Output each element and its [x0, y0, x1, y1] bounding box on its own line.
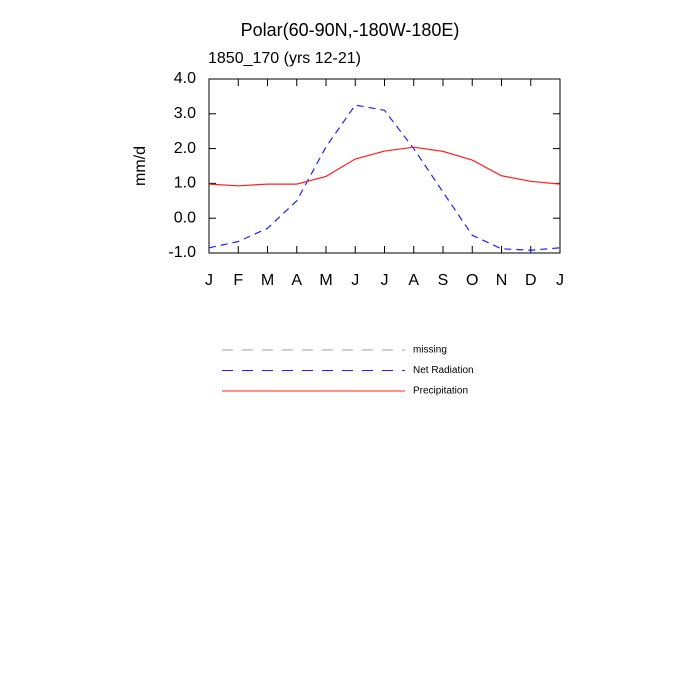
x-tick-label: J	[351, 272, 359, 289]
x-tick-label: J	[556, 272, 564, 289]
x-tick-label: A	[408, 272, 419, 289]
y-tick-label: 3.0	[174, 105, 196, 122]
chart-subtitle: 1850_170 (yrs 12-21)	[208, 50, 361, 67]
legend-label: missing	[413, 345, 447, 356]
data-line	[208, 104, 561, 251]
data-line	[208, 146, 561, 187]
y-tick-label: 2.0	[174, 140, 196, 157]
y-tick-label: 4.0	[174, 70, 196, 87]
legend-label: Precipitation	[413, 386, 468, 397]
x-tick-label: A	[291, 272, 302, 289]
x-tick-label: J	[381, 272, 389, 289]
x-tick-label: O	[466, 272, 478, 289]
x-tick-label: M	[319, 272, 332, 289]
chart-title: Polar(60-90N,-180W-180E)	[241, 20, 460, 40]
x-tick-label: D	[525, 272, 537, 289]
x-tick-label: M	[261, 272, 274, 289]
x-tick-label: J	[205, 272, 213, 289]
y-tick-label: 1.0	[174, 175, 196, 192]
y-axis-label: mm/d	[132, 146, 149, 186]
y-tick-label: 0.0	[174, 209, 196, 226]
x-tick-label: N	[496, 272, 508, 289]
y-tick-label: -1.0	[168, 244, 196, 261]
x-tick-label: F	[233, 272, 243, 289]
legend-label: Net Radiation	[413, 365, 474, 376]
x-tick-label: S	[438, 272, 449, 289]
